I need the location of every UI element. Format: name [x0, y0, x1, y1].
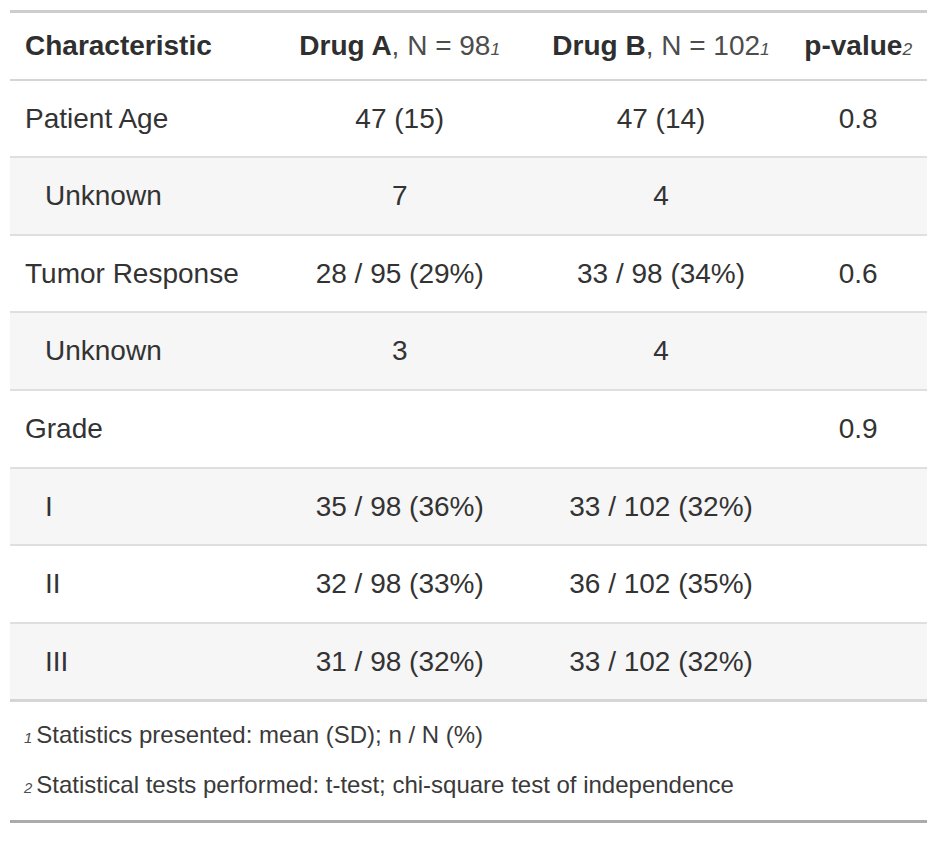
cell-drug-a: 31 / 98 (32%) [267, 623, 533, 701]
row-label: II [10, 545, 267, 623]
footnote-text: Statistical tests performed: t-test; chi… [36, 771, 734, 798]
table-row-tumor-response: Tumor Response 28 / 95 (29%) 33 / 98 (34… [10, 235, 927, 313]
row-label: III [10, 623, 267, 701]
row-label: I [10, 468, 267, 546]
cell-drug-b: 36 / 102 (35%) [533, 545, 790, 623]
cell-p-value: 0.6 [789, 235, 927, 313]
footnote-text: Statistics presented: mean (SD); n / N (… [36, 721, 483, 748]
cell-p-value [789, 157, 927, 235]
cell-drug-a: 47 (15) [267, 80, 533, 158]
cell-drug-b: 33 / 98 (34%) [533, 235, 790, 313]
column-header-label: p-value [804, 30, 902, 61]
cell-drug-b [533, 390, 790, 468]
table-row-grade: Grade 0.9 [10, 390, 927, 468]
cell-drug-a [267, 390, 533, 468]
table-row-grade-1: I 35 / 98 (36%) 33 / 102 (32%) [10, 468, 927, 546]
column-header-n: , N = 102 [646, 30, 760, 61]
table-row-grade-3: III 31 / 98 (32%) 33 / 102 (32%) [10, 623, 927, 701]
cell-drug-b: 33 / 102 (32%) [533, 468, 790, 546]
cell-p-value: 0.8 [789, 80, 927, 158]
row-label: Tumor Response [10, 235, 267, 313]
page: Characteristic Drug A, N = 981 Drug B, N… [0, 0, 937, 847]
footnote-2: 2Statistical tests performed: t-test; ch… [10, 760, 927, 810]
cell-p-value: 0.9 [789, 390, 927, 468]
row-label: Unknown [10, 157, 267, 235]
table-row-grade-2: II 32 / 98 (33%) 36 / 102 (35%) [10, 545, 927, 623]
table-row-response-unknown: Unknown 3 4 [10, 312, 927, 390]
cell-drug-b: 33 / 102 (32%) [533, 623, 790, 701]
column-header-p-value: p-value2 [789, 13, 927, 80]
cell-drug-a: 28 / 95 (29%) [267, 235, 533, 313]
cell-drug-b: 4 [533, 312, 790, 390]
table-row-patient-age: Patient Age 47 (15) 47 (14) 0.8 [10, 80, 927, 158]
cell-drug-b: 4 [533, 157, 790, 235]
table-row-age-unknown: Unknown 7 4 [10, 157, 927, 235]
footnotes-section: 1Statistics presented: mean (SD); n / N … [10, 702, 927, 820]
column-header-characteristic: Characteristic [10, 13, 267, 80]
column-header-label: Drug A [299, 30, 391, 61]
footnote-mark: 1 [760, 39, 770, 59]
column-header-label: Drug B [552, 30, 645, 61]
footnote-mark: 2 [24, 780, 32, 796]
column-header-n: , N = 98 [392, 30, 491, 61]
column-header-drug-b: Drug B, N = 1021 [533, 13, 790, 80]
cell-drug-a: 35 / 98 (36%) [267, 468, 533, 546]
cell-p-value [789, 545, 927, 623]
table-container: Characteristic Drug A, N = 981 Drug B, N… [10, 10, 927, 823]
header-row: Characteristic Drug A, N = 981 Drug B, N… [10, 13, 927, 80]
column-header-drug-a: Drug A, N = 981 [267, 13, 533, 80]
footnote-mark: 1 [24, 730, 32, 746]
row-label: Grade [10, 390, 267, 468]
row-label: Patient Age [10, 80, 267, 158]
cell-p-value [789, 312, 927, 390]
cell-drug-a: 7 [267, 157, 533, 235]
row-label: Unknown [10, 312, 267, 390]
cell-drug-a: 32 / 98 (33%) [267, 545, 533, 623]
table-body: Patient Age 47 (15) 47 (14) 0.8 Unknown … [10, 80, 927, 701]
footnote-mark: 1 [490, 39, 500, 59]
column-header-label: Characteristic [25, 30, 212, 61]
table-header: Characteristic Drug A, N = 981 Drug B, N… [10, 13, 927, 80]
cell-drug-a: 3 [267, 312, 533, 390]
footnote-1: 1Statistics presented: mean (SD); n / N … [10, 710, 927, 760]
cell-p-value [789, 468, 927, 546]
cell-p-value [789, 623, 927, 701]
summary-table: Characteristic Drug A, N = 981 Drug B, N… [10, 13, 927, 702]
cell-drug-b: 47 (14) [533, 80, 790, 158]
footnote-mark: 2 [902, 39, 912, 59]
